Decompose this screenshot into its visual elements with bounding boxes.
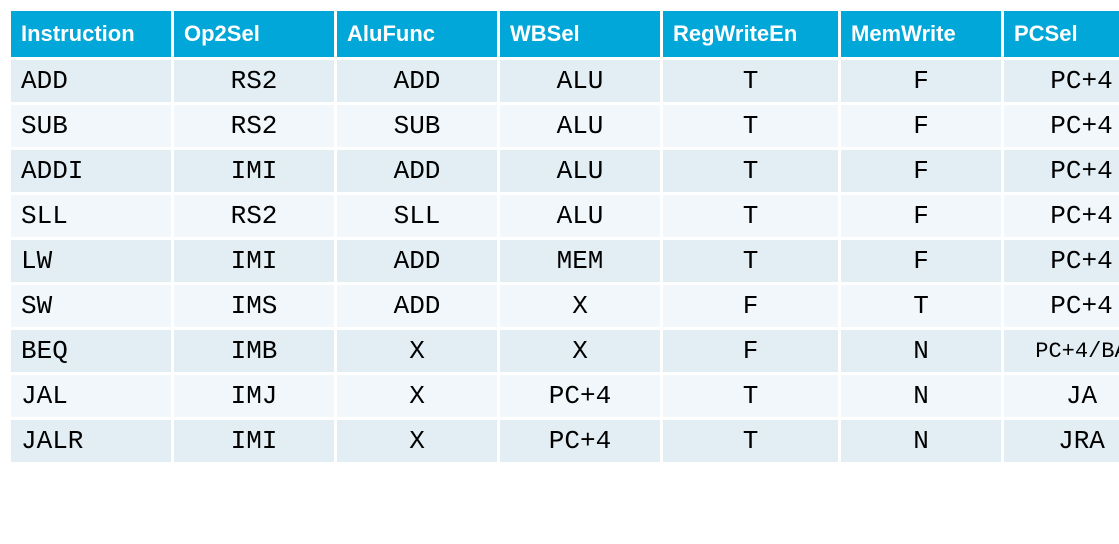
- cell-memwrite: F: [841, 105, 1001, 147]
- cell-wbsel: ALU: [500, 195, 660, 237]
- cell-alufunc: SUB: [337, 105, 497, 147]
- table-row: SWIMSADDXFTPC+4: [11, 285, 1119, 327]
- cell-op2sel: IMJ: [174, 375, 334, 417]
- col-regwriteen: RegWriteEn: [663, 11, 838, 57]
- cell-memwrite: N: [841, 420, 1001, 462]
- cell-alufunc: X: [337, 420, 497, 462]
- cell-wbsel: X: [500, 330, 660, 372]
- cell-wbsel: X: [500, 285, 660, 327]
- cell-instruction: ADD: [11, 60, 171, 102]
- cell-op2sel: IMI: [174, 420, 334, 462]
- cell-memwrite: T: [841, 285, 1001, 327]
- cell-wbsel: MEM: [500, 240, 660, 282]
- cell-regwriteen: F: [663, 330, 838, 372]
- cell-memwrite: F: [841, 195, 1001, 237]
- cell-memwrite: F: [841, 150, 1001, 192]
- cell-instruction: JAL: [11, 375, 171, 417]
- cell-memwrite: F: [841, 240, 1001, 282]
- cell-instruction: SLL: [11, 195, 171, 237]
- cell-op2sel: IMS: [174, 285, 334, 327]
- cell-wbsel: ALU: [500, 150, 660, 192]
- cell-op2sel: RS2: [174, 60, 334, 102]
- cell-regwriteen: T: [663, 195, 838, 237]
- table-row: SUBRS2SUBALUTFPC+4: [11, 105, 1119, 147]
- col-wbsel: WBSel: [500, 11, 660, 57]
- cell-pcsel: PC+4/BA: [1004, 330, 1119, 372]
- cell-op2sel: IMB: [174, 330, 334, 372]
- col-memwrite: MemWrite: [841, 11, 1001, 57]
- col-instruction: Instruction: [11, 11, 171, 57]
- cell-alufunc: ADD: [337, 285, 497, 327]
- cell-pcsel: PC+4: [1004, 195, 1119, 237]
- cell-pcsel: JA: [1004, 375, 1119, 417]
- cell-op2sel: RS2: [174, 105, 334, 147]
- cell-regwriteen: T: [663, 420, 838, 462]
- cell-instruction: SW: [11, 285, 171, 327]
- cell-regwriteen: T: [663, 60, 838, 102]
- cell-wbsel: ALU: [500, 105, 660, 147]
- col-op2sel: Op2Sel: [174, 11, 334, 57]
- cell-alufunc: ADD: [337, 60, 497, 102]
- cell-wbsel: PC+4: [500, 420, 660, 462]
- cell-op2sel: IMI: [174, 150, 334, 192]
- table-row: SLLRS2SLLALUTFPC+4: [11, 195, 1119, 237]
- table-row: JALRIMIXPC+4TNJRA: [11, 420, 1119, 462]
- cell-alufunc: X: [337, 375, 497, 417]
- cell-pcsel: PC+4: [1004, 105, 1119, 147]
- cell-regwriteen: T: [663, 105, 838, 147]
- cell-instruction: LW: [11, 240, 171, 282]
- cell-pcsel: PC+4: [1004, 240, 1119, 282]
- cell-pcsel: PC+4: [1004, 150, 1119, 192]
- cell-wbsel: ALU: [500, 60, 660, 102]
- table-row: ADDIIMIADDALUTFPC+4: [11, 150, 1119, 192]
- cell-regwriteen: T: [663, 150, 838, 192]
- cell-alufunc: SLL: [337, 195, 497, 237]
- cell-alufunc: ADD: [337, 150, 497, 192]
- table-row: ADDRS2ADDALUTFPC+4: [11, 60, 1119, 102]
- cell-op2sel: IMI: [174, 240, 334, 282]
- cell-op2sel: RS2: [174, 195, 334, 237]
- cell-pcsel: JRA: [1004, 420, 1119, 462]
- cell-memwrite: F: [841, 60, 1001, 102]
- cell-regwriteen: T: [663, 375, 838, 417]
- cell-memwrite: N: [841, 330, 1001, 372]
- cell-instruction: ADDI: [11, 150, 171, 192]
- cell-instruction: SUB: [11, 105, 171, 147]
- cell-instruction: JALR: [11, 420, 171, 462]
- cell-wbsel: PC+4: [500, 375, 660, 417]
- cell-pcsel: PC+4: [1004, 60, 1119, 102]
- cell-alufunc: X: [337, 330, 497, 372]
- table-row: JALIMJXPC+4TNJA: [11, 375, 1119, 417]
- cell-regwriteen: T: [663, 240, 838, 282]
- col-alufunc: AluFunc: [337, 11, 497, 57]
- cell-instruction: BEQ: [11, 330, 171, 372]
- table-row: LWIMIADDMEMTFPC+4: [11, 240, 1119, 282]
- table-header-row: Instruction Op2Sel AluFunc WBSel RegWrit…: [11, 11, 1119, 57]
- cell-alufunc: ADD: [337, 240, 497, 282]
- table-row: BEQIMBXXFNPC+4/BA: [11, 330, 1119, 372]
- col-pcsel: PCSel: [1004, 11, 1119, 57]
- cell-memwrite: N: [841, 375, 1001, 417]
- control-signal-table: Instruction Op2Sel AluFunc WBSel RegWrit…: [8, 8, 1119, 465]
- cell-regwriteen: F: [663, 285, 838, 327]
- cell-pcsel: PC+4: [1004, 285, 1119, 327]
